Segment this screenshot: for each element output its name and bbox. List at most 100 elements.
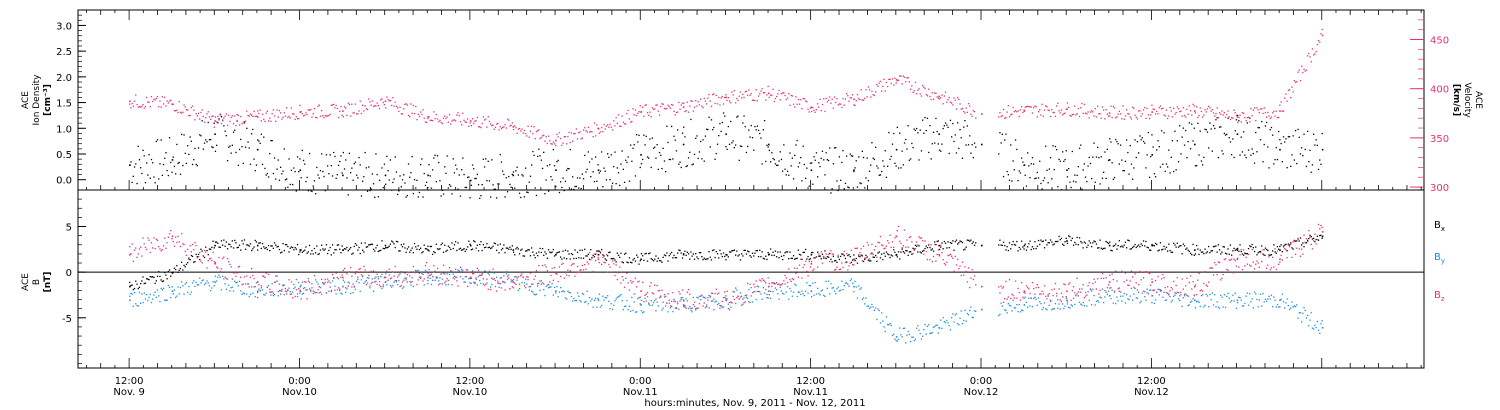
bx-series-point — [1151, 244, 1153, 247]
x-tick-time: 0:00 — [288, 376, 310, 387]
bx-series-point — [171, 272, 174, 274]
by-series-point — [214, 281, 216, 283]
velocity-series-point — [682, 106, 685, 108]
bz-series-point — [1066, 290, 1068, 292]
ion-density-series-point — [129, 164, 131, 166]
bz-series-point — [810, 263, 813, 265]
bz-series-point — [1321, 231, 1324, 233]
bx-series-point — [342, 249, 344, 251]
y-right-tick-label: 450 — [1430, 36, 1449, 47]
bz-series-point — [1194, 285, 1196, 288]
bz-series-point — [342, 276, 344, 279]
by-series-point — [1108, 295, 1111, 297]
ion-density-series-point — [938, 133, 940, 135]
velocity-series-point — [597, 128, 600, 130]
bx-series-point — [1236, 249, 1239, 251]
by-series-point — [1236, 299, 1239, 302]
x-tick-time: 12:00 — [455, 376, 484, 387]
velocity-series-point — [768, 92, 770, 95]
bz-series-point — [299, 290, 302, 292]
ion-density-series-point — [214, 133, 216, 135]
by-series-point — [555, 290, 557, 292]
y-tick-label: 0 — [66, 268, 72, 279]
ion-density-series-point — [725, 133, 727, 135]
velocity-series-point — [256, 116, 259, 118]
x-tick-time: 12:00 — [796, 376, 825, 387]
by-series-point — [1023, 304, 1026, 306]
bx-series-point — [768, 253, 770, 256]
by-series-point — [768, 290, 770, 292]
by-series-point — [171, 290, 174, 292]
velocity-series-point — [1023, 110, 1026, 112]
velocity-series-point — [640, 111, 642, 113]
y-tick-label: 5 — [66, 223, 72, 234]
ion-density-series-point — [895, 148, 898, 151]
x-tick-date: Nov.12 — [964, 387, 999, 398]
bz-series-point — [853, 258, 855, 261]
by-series-point — [810, 290, 813, 292]
bx-series-point — [597, 253, 600, 256]
x-tick-date: Nov.10 — [453, 387, 488, 398]
by-series-point — [597, 299, 600, 302]
ion-density-series-point — [1279, 148, 1281, 151]
y-tick-label: 1.0 — [56, 124, 72, 135]
ion-density-series — [129, 112, 1324, 199]
x-tick-date: Nov.11 — [793, 387, 828, 398]
bx-series-point — [981, 244, 983, 247]
velocity-series-point — [853, 98, 855, 101]
ion-density-series-point — [555, 169, 557, 171]
velocity-series-point — [214, 120, 216, 122]
bx-series-point — [299, 249, 302, 251]
bz-series — [129, 223, 1324, 311]
bz-series-point — [981, 285, 983, 288]
bz-series-point — [1151, 281, 1153, 283]
velocity-series-point — [512, 126, 515, 128]
bx-series-point — [1066, 240, 1068, 242]
bx-series-point — [1194, 249, 1196, 251]
bx-series-point — [725, 253, 727, 256]
by-series-point — [256, 290, 259, 292]
bz-series-point — [768, 285, 770, 288]
bz-series-point — [938, 253, 940, 256]
legend-bx: Bx — [1434, 220, 1445, 233]
by-series-point — [853, 285, 855, 288]
ion-density-series-point — [171, 159, 174, 161]
by-series-point — [427, 276, 429, 279]
bottom-panel: -5 0 5 ACEB[nT] Bx By Bz — [21, 189, 1445, 369]
bx-series — [129, 234, 1324, 291]
ion-density-series-point — [640, 154, 642, 156]
ion-density-series-point — [1236, 133, 1239, 135]
velocity-series — [129, 28, 1324, 147]
bz-series-point — [597, 258, 600, 261]
velocity-series-point — [342, 110, 344, 112]
ion-density-series-point — [384, 174, 387, 177]
bx-series-point — [938, 244, 940, 247]
bz-series-point — [427, 272, 429, 274]
bx-series-point — [512, 249, 515, 251]
bx-series-point — [129, 285, 131, 288]
velocity-series-point — [810, 106, 813, 108]
by-series-point — [981, 308, 983, 311]
ion-density-series-point — [256, 148, 259, 151]
bz-series-point — [256, 281, 259, 283]
bz-series-point — [171, 235, 174, 238]
y-tick-label: -5 — [62, 314, 72, 325]
bz-series-point — [1279, 258, 1281, 261]
by-series-point — [129, 299, 131, 302]
bx-series-point — [469, 244, 472, 247]
velocity-series-point — [129, 100, 131, 103]
bx-series-point — [682, 253, 685, 256]
y-tick-label: 0.5 — [56, 150, 72, 161]
legend-by: By — [1434, 252, 1445, 265]
bx-series-point — [1108, 244, 1111, 247]
ion-density-series-point — [1023, 164, 1026, 166]
ion-density-series-point — [1151, 154, 1153, 156]
bz-series-point — [640, 290, 642, 292]
velocity-series-point — [1108, 112, 1111, 114]
ion-density-series-point — [597, 169, 600, 171]
bx-series-point — [214, 244, 216, 247]
bottom-panel-frame — [77, 189, 1425, 369]
legend-bz: Bz — [1434, 290, 1445, 303]
bx-series-point — [810, 253, 813, 256]
